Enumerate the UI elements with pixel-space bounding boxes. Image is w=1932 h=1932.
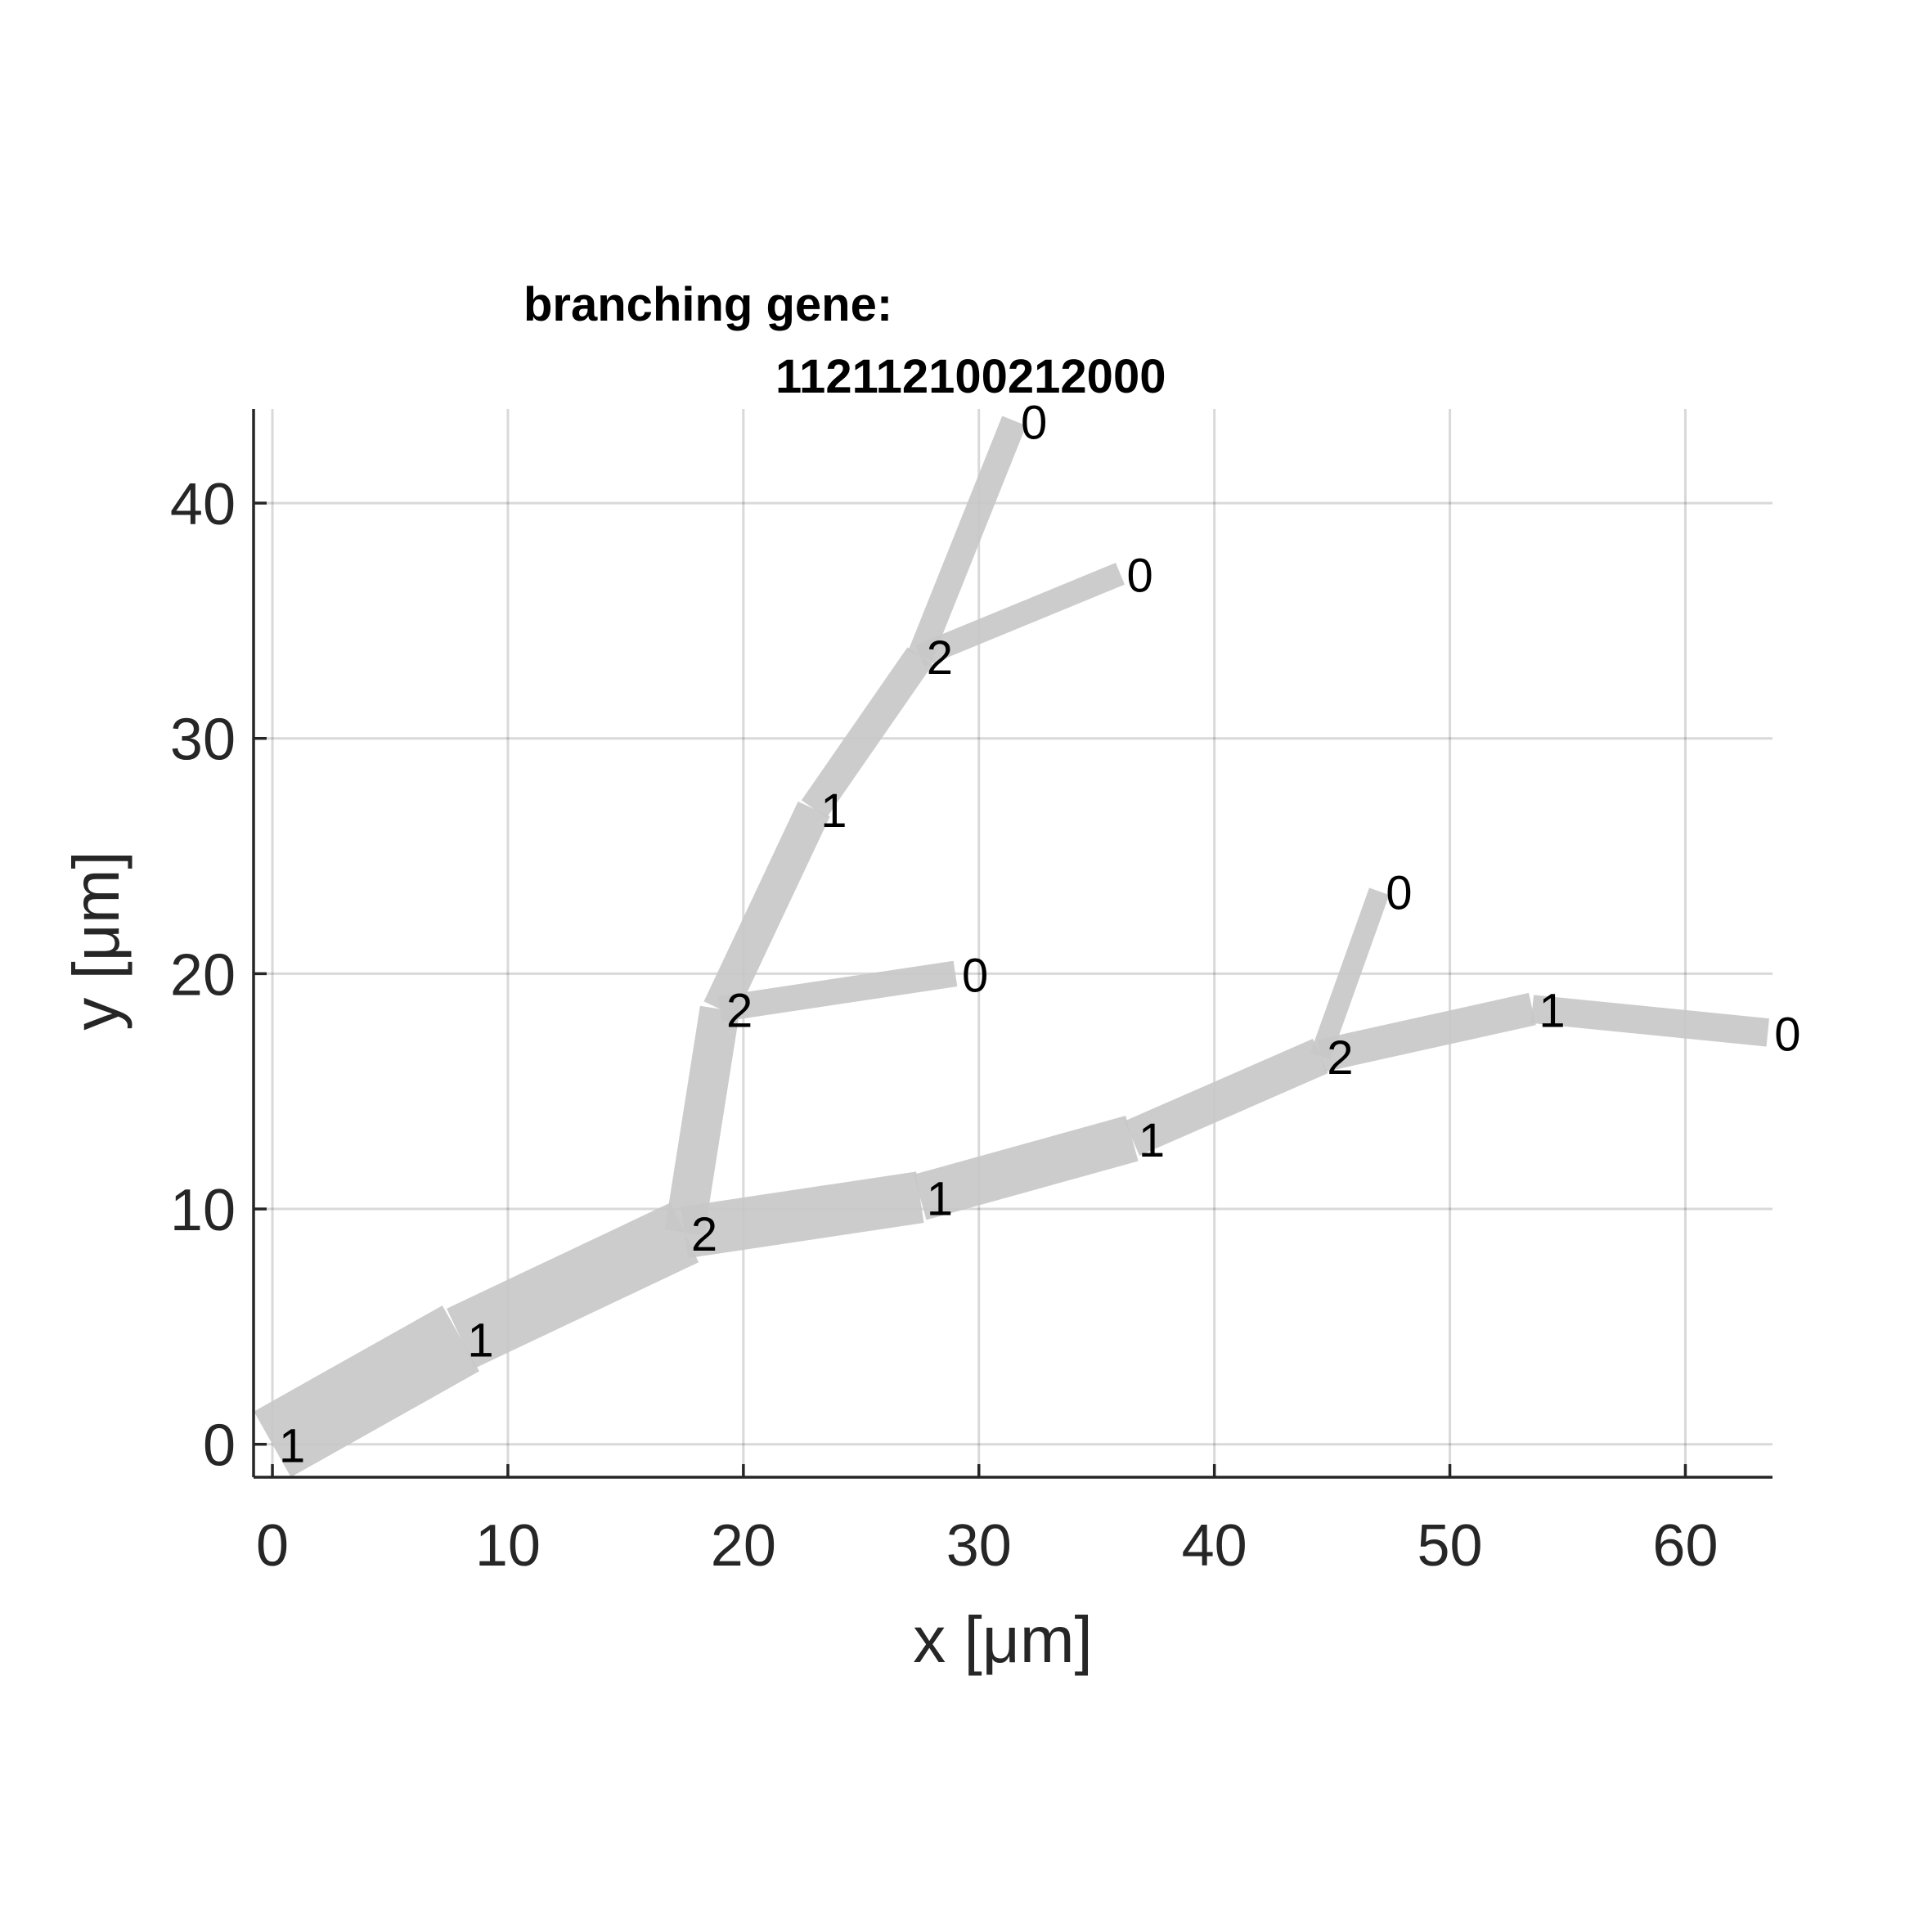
x-tick-label: 0 (256, 1513, 289, 1579)
node-label: 1 (467, 1314, 493, 1367)
branch-segment (681, 1171, 924, 1259)
node-label: 2 (1327, 1031, 1353, 1085)
y-tick-label: 0 (203, 1413, 236, 1479)
y-axis-label: y [μm] (60, 851, 133, 1030)
node-label: 1 (1139, 1114, 1165, 1167)
branch-segment (703, 801, 830, 1017)
node-label: 2 (691, 1208, 717, 1261)
branch-segment (664, 1005, 740, 1236)
branch-segment (447, 1202, 699, 1368)
segments (254, 416, 1769, 1477)
node-label: 0 (1774, 1008, 1800, 1061)
x-tick-label: 60 (1652, 1513, 1718, 1579)
node-label: 0 (1021, 396, 1047, 449)
y-tick-label: 30 (170, 708, 236, 773)
branch-segment (1124, 1038, 1328, 1156)
branch-segment (908, 416, 1027, 661)
node-label: 2 (726, 985, 753, 1038)
chart-title-line2: 112112100212000 (775, 350, 1166, 403)
node-label: 1 (279, 1420, 305, 1473)
y-tick-label: 10 (170, 1178, 236, 1243)
node-label: 1 (927, 1173, 953, 1226)
branch-segment (801, 647, 933, 818)
x-tick-label: 50 (1418, 1513, 1483, 1579)
branch-segment (1310, 887, 1390, 1060)
x-tick-label: 20 (711, 1513, 776, 1579)
branch-segment (914, 1116, 1139, 1220)
node-label: 1 (820, 784, 847, 838)
grid (254, 409, 1772, 1477)
node-label: 0 (962, 949, 988, 1002)
branch-segment (254, 1305, 479, 1477)
x-tick-label: 10 (475, 1513, 541, 1579)
branch-segment (1530, 995, 1769, 1047)
x-axis-label: x [μm] (913, 1603, 1092, 1676)
y-tick-label: 40 (170, 472, 236, 537)
x-tick-label: 30 (946, 1513, 1012, 1579)
y-tick-label: 20 (170, 942, 236, 1008)
branch-segment (717, 960, 958, 1022)
node-label: 1 (1539, 985, 1565, 1038)
branch-segment (1316, 992, 1536, 1072)
node-label: 0 (1126, 549, 1152, 602)
branch-segment (915, 563, 1125, 667)
node-label: 0 (1386, 867, 1412, 920)
x-tick-label: 40 (1182, 1513, 1247, 1579)
node-labels: 1 1 2 1 1 2 1 0 0 2 0 1 2 0 0 (279, 396, 1800, 1472)
chart-title-line1: branching gene: (523, 278, 892, 331)
node-label: 2 (927, 631, 953, 685)
